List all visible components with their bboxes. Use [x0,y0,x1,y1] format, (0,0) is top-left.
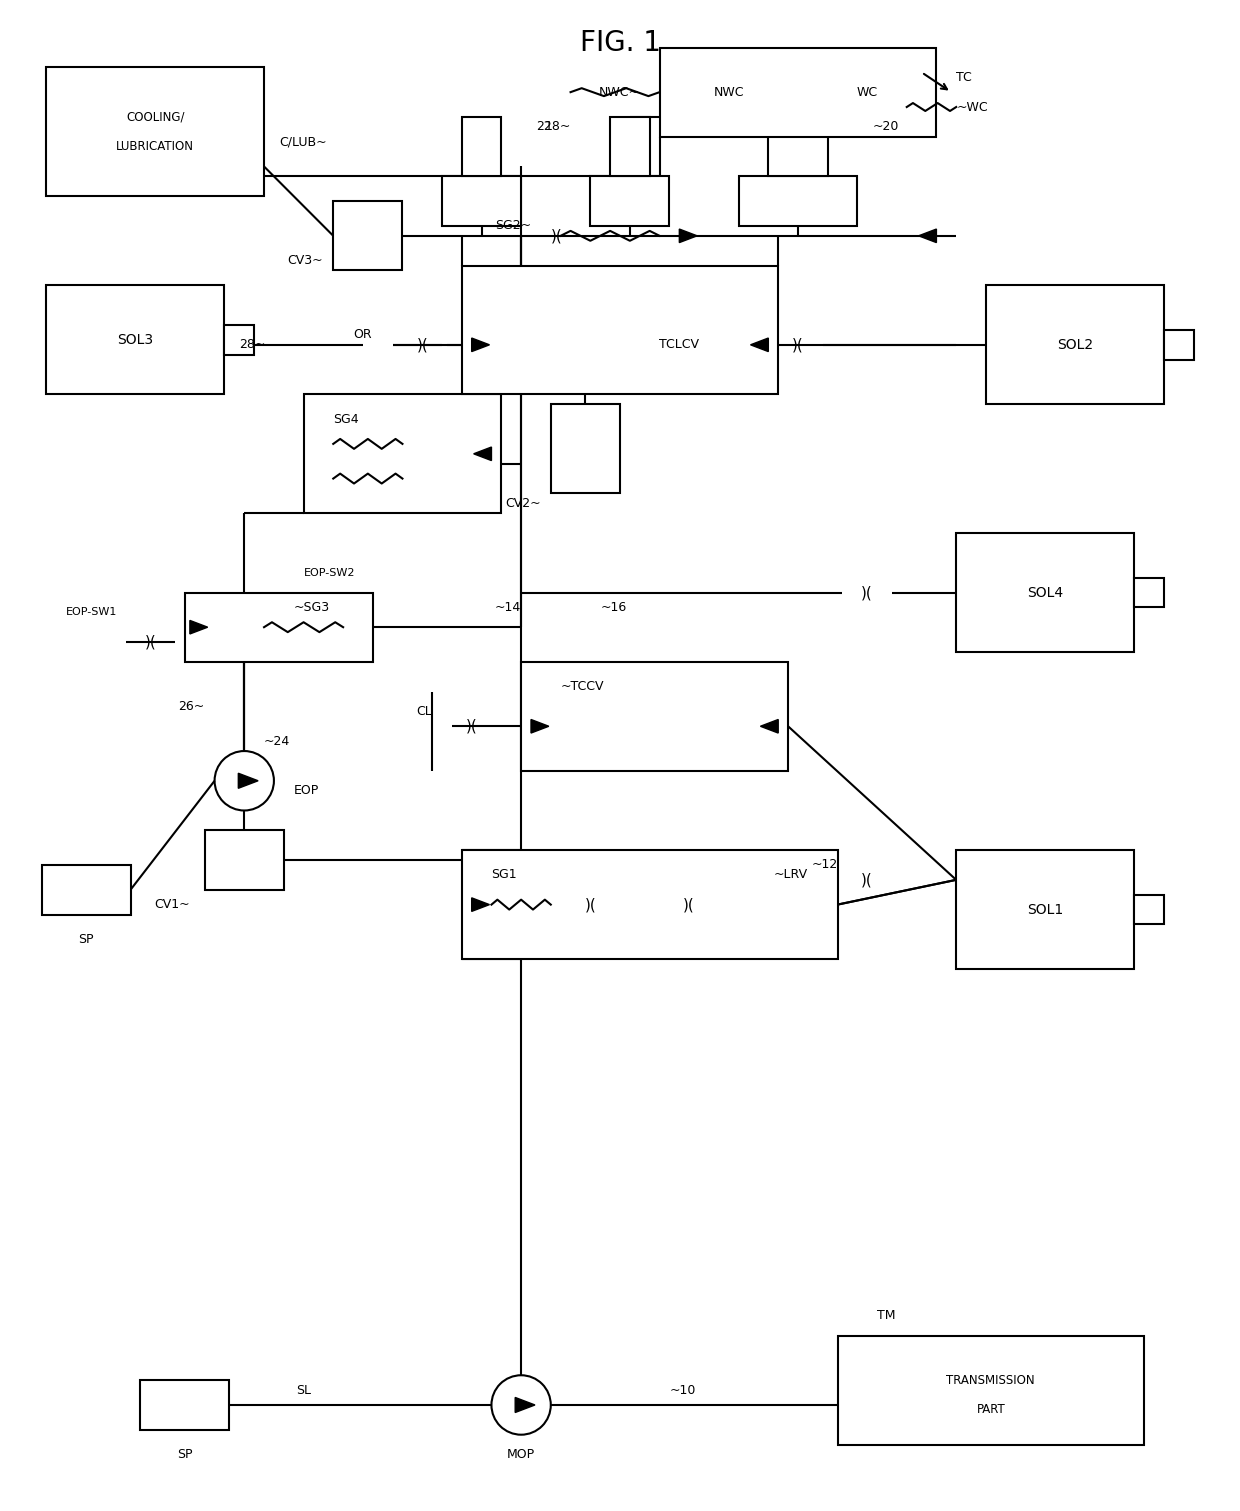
Bar [956,851,1135,969]
Text: CL: CL [417,706,432,718]
Text: )(: )( [862,585,873,600]
Text: ~16: ~16 [600,601,626,613]
Text: TM: TM [877,1310,895,1322]
Text: WC: WC [857,86,878,98]
Bar [42,864,130,914]
Bar [660,47,936,136]
Text: 18~: 18~ [544,121,570,133]
Text: SP: SP [177,1448,192,1461]
Text: SL: SL [296,1384,311,1396]
Text: EOP-SW2: EOP-SW2 [304,568,355,577]
Text: )(: )( [551,228,563,243]
Polygon shape [474,447,491,461]
Text: )(: )( [144,635,156,650]
Text: ~24: ~24 [264,734,290,748]
Text: SOL2: SOL2 [1056,338,1092,352]
Text: )(: )( [466,719,477,734]
Bar [1135,577,1164,607]
Polygon shape [238,774,258,789]
Text: )(: )( [417,337,428,352]
Bar [1135,895,1164,925]
Text: ~LRV: ~LRV [774,869,808,881]
Text: 26~: 26~ [179,700,205,713]
Text: ~SG3: ~SG3 [294,601,330,613]
Text: SG2~: SG2~ [495,219,531,233]
Text: SOL4: SOL4 [1027,585,1063,600]
Bar [461,266,779,394]
Text: )(: )( [584,898,596,913]
Polygon shape [919,230,936,243]
Bar [46,68,264,196]
Text: 28~: 28~ [239,338,265,352]
Text: CV2~: CV2~ [505,497,541,509]
Text: )(: )( [792,337,804,352]
Polygon shape [471,898,490,911]
Text: NWC: NWC [713,86,744,98]
Polygon shape [190,621,207,635]
Text: C/LUB~: C/LUB~ [279,134,326,148]
Text: LUBRICATION: LUBRICATION [117,141,195,153]
Text: SOL1: SOL1 [1027,902,1064,917]
Text: FIG. 1: FIG. 1 [579,29,661,56]
Bar [461,851,837,959]
Bar [521,662,789,771]
Text: SG4: SG4 [334,413,358,426]
Text: TCLCV: TCLCV [660,338,699,352]
Text: TC: TC [956,71,972,83]
Bar [205,831,284,890]
Text: SG1: SG1 [491,869,517,881]
Bar [46,286,224,394]
Text: )(: )( [683,898,696,913]
Bar [224,325,254,355]
Bar [769,116,827,177]
Text: CV3~: CV3~ [288,254,324,267]
Polygon shape [680,230,697,243]
Text: )(: )( [862,872,873,887]
Polygon shape [760,719,779,733]
Polygon shape [531,719,549,733]
Bar [837,1336,1145,1445]
Bar [441,177,521,227]
Bar [140,1380,229,1429]
Bar [461,116,501,177]
Bar [739,177,857,227]
Text: EOP-SW1: EOP-SW1 [66,607,118,618]
Text: NWC~: NWC~ [599,86,640,98]
Text: ~14: ~14 [495,601,521,613]
Text: MOP: MOP [507,1448,536,1461]
Bar [986,286,1164,405]
Text: OR: OR [353,328,372,341]
Polygon shape [515,1398,534,1413]
Bar [1164,329,1194,360]
Bar [185,592,373,662]
Text: ~WC: ~WC [956,101,988,113]
Bar [590,177,670,227]
Text: ~12: ~12 [811,858,837,872]
Text: SOL3: SOL3 [118,332,154,348]
Text: CV1~: CV1~ [154,898,190,911]
Text: ~10: ~10 [670,1384,696,1396]
Bar [610,116,650,177]
Text: COOLING/: COOLING/ [126,110,185,124]
Bar [956,533,1135,651]
Bar [334,201,403,270]
Polygon shape [471,338,490,352]
Text: SP: SP [78,932,94,946]
Text: ~TCCV: ~TCCV [560,680,604,694]
Text: TRANSMISSION: TRANSMISSION [946,1373,1035,1387]
Text: EOP: EOP [294,784,319,798]
Polygon shape [750,338,769,352]
Text: ~20: ~20 [872,121,899,133]
Text: 22: 22 [536,121,552,133]
Text: PART: PART [976,1404,1006,1416]
Bar [551,405,620,494]
Bar [304,394,501,514]
